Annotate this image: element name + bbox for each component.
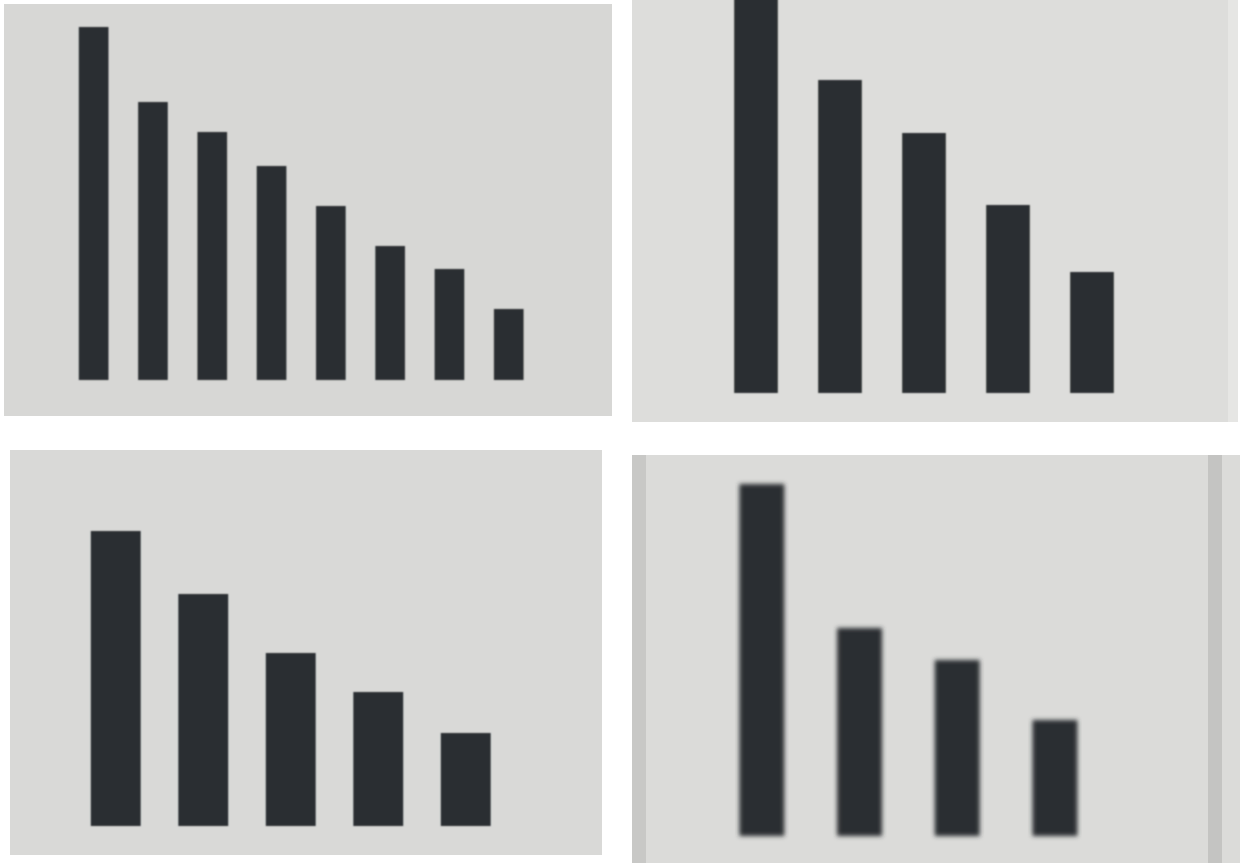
bar — [902, 133, 946, 393]
panel-edge — [632, 455, 646, 863]
bar — [316, 206, 346, 380]
bar — [79, 27, 109, 380]
bar — [178, 594, 228, 826]
bar — [818, 80, 862, 393]
bar — [266, 653, 316, 826]
bar — [1070, 272, 1114, 393]
panel-edge — [1208, 455, 1222, 863]
chart-collage — [0, 0, 1242, 863]
bar — [837, 628, 882, 836]
bar — [138, 102, 168, 380]
bar — [739, 484, 784, 836]
bar — [435, 269, 465, 380]
bar — [734, 0, 778, 393]
bar — [353, 692, 403, 826]
panel-edge — [1228, 0, 1238, 422]
bar — [986, 205, 1030, 393]
bar — [375, 246, 405, 380]
bar — [1032, 720, 1077, 836]
bar — [91, 531, 141, 826]
bar — [197, 132, 227, 380]
bar — [441, 733, 491, 826]
bar — [494, 309, 524, 380]
page: (() => { const data = JSON.parse(documen… — [0, 0, 1242, 863]
bar — [257, 166, 287, 380]
bar — [935, 660, 980, 836]
